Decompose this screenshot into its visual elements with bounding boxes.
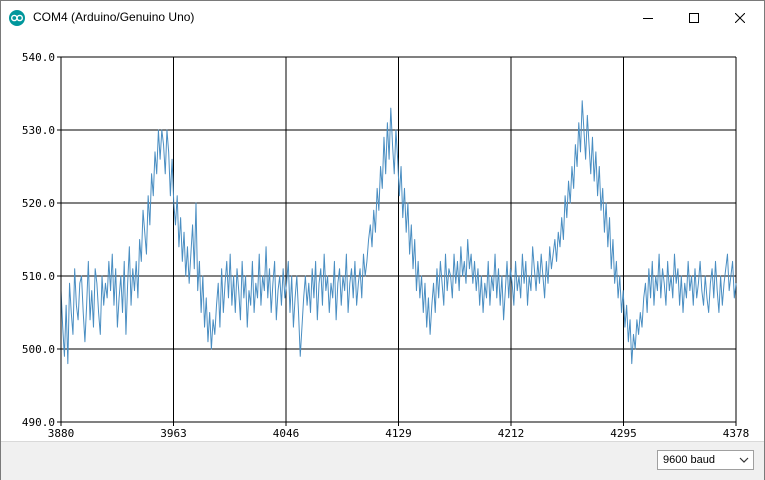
x-tick-label: 4212 [498, 427, 525, 440]
arduino-logo-icon [9, 10, 25, 26]
x-tick-label: 4046 [273, 427, 300, 440]
baud-rate-select[interactable]: 9600 baud [657, 450, 754, 470]
y-tick-label: 520.0 [22, 197, 55, 210]
x-tick-label: 4129 [385, 427, 412, 440]
minimize-icon [643, 18, 653, 19]
x-tick-label: 3880 [48, 427, 75, 440]
close-icon [735, 13, 745, 23]
window-title: COM4 (Arduino/Genuino Uno) [33, 10, 195, 24]
minimize-button[interactable] [625, 1, 671, 35]
y-tick-label: 530.0 [22, 124, 55, 137]
baud-rate-value: 9600 baud [663, 454, 715, 466]
close-button[interactable] [717, 1, 763, 35]
y-tick-label: 540.0 [22, 51, 55, 64]
x-tick-label: 4378 [723, 427, 750, 440]
x-tick-label: 3963 [160, 427, 187, 440]
title-bar[interactable]: COM4 (Arduino/Genuino Uno) [1, 1, 764, 35]
maximize-icon [689, 13, 699, 23]
y-tick-label: 500.0 [22, 343, 55, 356]
chevron-down-icon [739, 457, 749, 463]
status-bar: 9600 baud [1, 441, 764, 480]
series-line [60, 100, 737, 365]
maximize-button[interactable] [671, 1, 717, 35]
serial-plot-chart: 490.0 500.0 510.0 520.0 530.0 540.0 3880 3963 4… [22, 51, 750, 440]
y-tick-label: 510.0 [22, 270, 55, 283]
y-tick-label: 490.0 [22, 416, 55, 429]
plot-area: 490.0 500.0 510.0 520.0 530.0 540.0 3880 3963 4… [1, 35, 764, 441]
x-tick-label: 4295 [610, 427, 637, 440]
